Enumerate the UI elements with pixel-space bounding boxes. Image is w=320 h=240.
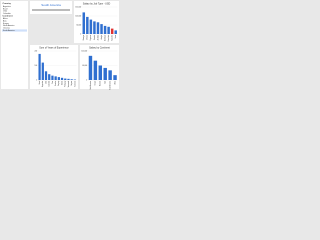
x-tick-label: Ecuador (55, 80, 57, 86)
bar (108, 70, 112, 80)
x-tick-label: Specialist (111, 34, 114, 41)
bar (103, 25, 107, 34)
bar (51, 75, 54, 80)
bar (100, 24, 103, 34)
bar (103, 67, 107, 80)
y-tick-label: 0 (86, 79, 87, 81)
x-tick-label: Paraguay (65, 80, 67, 86)
filter-item[interactable]: Europe (3, 23, 9, 25)
table-row: Brazil (3, 8, 8, 10)
y-tick-label: 200 (35, 50, 38, 52)
bar (113, 75, 117, 80)
chart-title: Sum of Years of Experience (39, 46, 69, 49)
filter-item[interactable]: North America (3, 24, 14, 27)
filter-title: Continent (3, 15, 13, 18)
bar (96, 22, 100, 34)
bar (44, 71, 48, 80)
bar (110, 28, 114, 34)
x-tick-label: Intern (114, 35, 117, 39)
y-tick-label: 120,000 (81, 50, 87, 52)
x-tick-label: Analyst (100, 34, 103, 39)
bar (60, 77, 64, 80)
table-row: Colombia (3, 13, 11, 15)
sidebar-title: Country (3, 2, 12, 5)
dashboard: Country Continent South America Argentin… (1, 1, 119, 90)
x-tick-label: Asia (104, 81, 107, 84)
bar (88, 55, 93, 80)
bar (57, 77, 60, 80)
x-tick-label: Peru (52, 81, 54, 84)
bar (64, 78, 67, 80)
x-tick-label: Uruguay (58, 81, 60, 87)
y-tick-label: 60,000 (82, 65, 87, 67)
kpi-bar (32, 9, 70, 11)
sidebar-panel (1, 1, 28, 89)
x-tick-label: Oceania (100, 81, 102, 86)
x-tick-label: South America (109, 81, 112, 90)
chart-panel (30, 45, 78, 89)
y-tick-label: 150,000 (75, 6, 81, 8)
bar (93, 21, 96, 34)
x-tick-label: Argentina (41, 81, 44, 87)
bar (38, 53, 41, 80)
bar (48, 74, 51, 80)
y-tick-label: 100 (35, 65, 38, 67)
x-tick-label: Europe (95, 81, 97, 86)
x-tick-label: North America (89, 81, 92, 90)
bar (98, 65, 103, 80)
chart-title: Salary by Job Type - USD (83, 2, 111, 5)
x-tick-label: Venezuela (68, 81, 70, 88)
filter-item[interactable]: Asia (3, 19, 7, 22)
bar (41, 62, 44, 80)
chart-title: Salary by Continent (89, 46, 110, 49)
x-tick-label: Architect (96, 34, 99, 40)
bar (93, 60, 98, 80)
x-tick-label: Bolivia (61, 81, 63, 85)
x-tick-label: Consultant (107, 34, 110, 41)
y-tick-label: 0 (36, 79, 37, 81)
x-tick-label: Brazil (39, 80, 41, 84)
x-tick-label: Guyana (71, 81, 73, 86)
x-tick-label: Suriname (74, 81, 76, 87)
x-tick-label: Manager (83, 34, 85, 40)
y-tick-label: 50,000 (76, 24, 81, 26)
bar (82, 12, 86, 34)
filter-item[interactable]: Oceania (3, 28, 10, 30)
filter-selected (2, 29, 27, 32)
x-tick-label: Scientist (93, 34, 96, 40)
y-tick-label: 0 (80, 33, 81, 35)
bar (54, 76, 57, 80)
y-tick-label: 100,000 (75, 15, 81, 17)
table-row: Chile (3, 11, 7, 13)
x-tick-label: Chile (45, 81, 47, 84)
bar (67, 78, 70, 80)
x-tick-label: Developer (104, 34, 106, 41)
kpi-title: South America (41, 3, 61, 7)
x-tick-label: Engineer (90, 34, 92, 40)
x-tick-label: Colombia (49, 81, 51, 87)
bar (70, 79, 73, 80)
bar (86, 16, 89, 34)
bar (89, 19, 93, 34)
chart-panel (74, 1, 119, 43)
filter-item[interactable]: Africa (3, 17, 8, 20)
table-row: Argentina (3, 5, 11, 8)
bar (107, 26, 110, 34)
x-tick-label: Director (86, 34, 89, 39)
filter-item[interactable]: South America (3, 29, 15, 32)
x-tick-label: Africa (113, 81, 116, 85)
bar (114, 30, 117, 34)
